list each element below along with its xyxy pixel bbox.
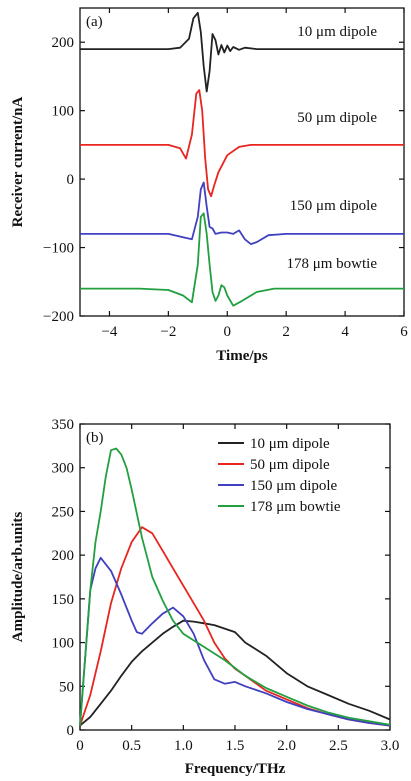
y-tick-label: 350 xyxy=(52,417,75,433)
chart-panel-b: 0 0.5 1.0 1.5 2.0 2.5 3.0 0 50 100 150 200 250 300 350… xyxy=(10,417,399,777)
x-tick-label: 6 xyxy=(400,324,408,340)
chart-panel-a: −4 −2 0 2 4 6 −200 −100 0 100 200 Time/ps Receiver c… xyxy=(10,7,408,364)
y-tick-label: 100 xyxy=(52,636,75,652)
series-line-2 xyxy=(79,526,391,727)
y-tick-label: 0 xyxy=(67,723,75,739)
series-line-3 xyxy=(80,181,404,246)
legend-entry: 178 μm bowtie xyxy=(250,499,341,515)
y-tick-label: 200 xyxy=(52,35,75,51)
x-tick-label: 4 xyxy=(341,324,349,340)
chart-legend: 10 μm dipole 50 μm dipole 150 μm dipole 178… xyxy=(218,436,341,515)
panel-label: (a) xyxy=(86,14,103,30)
series-annotation: 50 μm dipole xyxy=(297,110,377,126)
series-line-3 xyxy=(79,556,391,727)
x-tick-label: 2 xyxy=(282,324,290,340)
y-tick-label: 0 xyxy=(67,172,75,188)
x-tick-label: 2.0 xyxy=(277,738,296,754)
y-tick-label: 200 xyxy=(52,548,75,564)
y-tick-label: 250 xyxy=(52,504,75,520)
x-tick-label: 0.5 xyxy=(122,738,141,754)
legend-entry: 150 μm dipole xyxy=(250,478,338,494)
x-tick-label: 1.0 xyxy=(174,738,193,754)
x-axis-label: Frequency/THz xyxy=(185,761,286,777)
series-line-2 xyxy=(80,89,404,198)
legend-entry: 10 μm dipole xyxy=(250,436,330,452)
x-tick-label: 1.5 xyxy=(226,738,245,754)
y-axis-label: Receiver current/nA xyxy=(10,97,26,228)
series-annotation: 178 μm bowtie xyxy=(286,256,377,272)
legend-entry: 50 μm dipole xyxy=(250,457,330,473)
plot-frame xyxy=(79,7,405,317)
y-tick-label: 50 xyxy=(59,679,74,695)
series-annotation: 10 μm dipole xyxy=(297,24,377,40)
x-tick-label: 2.5 xyxy=(329,738,348,754)
x-tick-label: 0 xyxy=(224,324,232,340)
series-line-4 xyxy=(79,447,391,726)
y-tick-label: 150 xyxy=(52,592,75,608)
panel-label: (b) xyxy=(86,430,104,446)
series-line-4 xyxy=(80,212,404,307)
y-tick-label: 300 xyxy=(52,461,75,477)
series-annotation: 150 μm dipole xyxy=(290,198,378,214)
y-tick-label: −200 xyxy=(43,309,74,325)
y-axis-label: Amplitude/arb.units xyxy=(10,512,26,643)
x-tick-label: 0 xyxy=(76,738,84,754)
x-axis-label: Time/ps xyxy=(216,348,268,364)
x-tick-label: −2 xyxy=(160,324,176,340)
x-tick-label: 3.0 xyxy=(381,738,400,754)
x-tick-label: −4 xyxy=(101,324,117,340)
series-line-1 xyxy=(79,619,391,727)
y-tick-label: −100 xyxy=(43,241,74,257)
y-tick-label: 100 xyxy=(52,104,75,120)
series-line-1 xyxy=(80,11,404,93)
